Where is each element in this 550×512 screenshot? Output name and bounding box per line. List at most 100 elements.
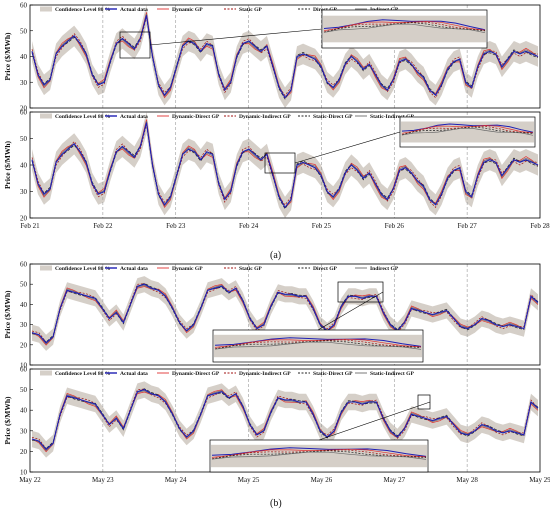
x-tick-label: May 25: [238, 476, 260, 484]
y-tick-label: 30: [20, 427, 28, 435]
legend-label: Dynamic-Direct GP: [172, 114, 220, 120]
x-tick-label: May 27: [383, 476, 405, 484]
x-tick-label: Feb 26: [385, 222, 405, 230]
y-tick-label: 50: [20, 135, 28, 143]
zoom-series-4: [401, 127, 534, 136]
series-actual-data: [31, 389, 539, 451]
y-tick-label: 40: [20, 301, 28, 309]
legend-label: Dynamic-Direct GP: [172, 371, 220, 377]
model-series-1: [31, 17, 539, 99]
y-tick-label: 40: [20, 407, 28, 415]
caption-b: (b): [270, 498, 282, 509]
zoom-series-4: [211, 451, 427, 460]
zoom-series-1: [401, 125, 534, 134]
x-tick-label: Feb 21: [20, 222, 40, 230]
x-tick-label: May 26: [311, 476, 333, 484]
confidence-band: [32, 276, 538, 351]
legend-label: Actual data: [120, 114, 148, 120]
legend-label: Confidence Level 80 %: [55, 371, 111, 377]
y-tick-label: 60: [20, 109, 28, 117]
chart-panel-b-top: 10 20 30 40 50 60 Price ($/MWh) Confidence Leve…: [3, 261, 541, 370]
x-tick-label: May 28: [456, 476, 478, 484]
legend-label: Static GP: [239, 7, 262, 13]
series-actual-data: [31, 122, 539, 209]
zoom-series-4: [323, 23, 486, 34]
caption-a: (a): [270, 250, 281, 261]
panels: 20 30 40 50 60 Price ($/MWh) Confidence Level …: [3, 2, 550, 485]
zoom-connector: [149, 28, 323, 46]
zoom-series-4: [214, 341, 422, 350]
legend-label: Actual data: [120, 7, 148, 13]
zoom-series-1: [211, 448, 427, 458]
legend-label: Actual data: [120, 266, 148, 272]
legend: Confidence Level 80 % Actual data Dynamic …: [40, 265, 399, 272]
y-tick-label: 30: [20, 188, 28, 196]
zoom-inset: [209, 439, 429, 473]
legend-label: Static-Indirect GP: [370, 114, 414, 120]
legend: Confidence Level 80 % Actual data Dynamic-…: [40, 113, 414, 120]
y-tick-label: 30: [20, 321, 28, 329]
y-tick-label: 50: [20, 386, 28, 394]
confidence-band: [32, 381, 538, 458]
zoom-inset: [212, 329, 424, 363]
legend-swatch: [40, 370, 52, 376]
chart-panel-a-top: 20 30 40 50 60 Price ($/MWh) Confidence Level …: [3, 2, 541, 113]
legend-label: Direct GP: [313, 266, 338, 272]
zoom-series-1: [323, 20, 486, 32]
x-tick-label: Feb 22: [93, 222, 113, 230]
legend-label: Actual data: [120, 371, 148, 377]
zoom-connector: [318, 401, 431, 441]
legend-label: Dynamic-Indirect GP: [239, 371, 291, 377]
y-tick-label: 30: [20, 79, 28, 87]
zoom-series-3: [323, 22, 486, 33]
legend-label: Dynamic GP: [172, 7, 203, 13]
legend-label: Static-Indirect GP: [370, 371, 414, 377]
legend-label: Static-Direct GP: [313, 114, 353, 120]
y-tick-label: 20: [20, 105, 28, 113]
y-tick-label: 60: [20, 366, 28, 374]
y-axis-label: Price ($/MWh): [3, 32, 12, 81]
legend-label: Indirect GP: [370, 266, 399, 272]
zoom-inset: [321, 9, 488, 49]
zoom-series-2: [401, 125, 534, 135]
y-axis-label: Price ($/MWh): [3, 396, 12, 445]
x-tick-label: Feb 27: [458, 222, 478, 230]
y-tick-label: 10: [20, 469, 28, 477]
zoom-series-2: [214, 339, 422, 350]
y-axis-label: Price ($/MWh): [3, 140, 12, 189]
model-series-1: [31, 124, 539, 208]
model-series-0: [31, 389, 539, 453]
legend-swatch: [40, 6, 52, 12]
legend: Confidence Level 80 % Actual data Dynamic-…: [40, 370, 414, 377]
y-tick-label: 40: [20, 162, 28, 170]
y-tick-label: 60: [20, 2, 28, 10]
x-tick-label: May 24: [165, 476, 187, 484]
zoom-series-2: [211, 449, 427, 460]
y-tick-label: 20: [20, 215, 28, 223]
model-series-1: [31, 388, 539, 450]
plot-frame: [29, 263, 541, 366]
x-tick-label: Feb 25: [312, 222, 332, 230]
legend-label: Confidence Level 80 %: [55, 266, 111, 272]
zoom-series-1: [214, 338, 422, 348]
x-tick-label: Feb 28: [530, 222, 550, 230]
y-tick-label: 50: [20, 281, 28, 289]
x-tick-label: Feb 24: [239, 222, 259, 230]
zoom-connector: [317, 291, 384, 331]
legend-label: Static-Direct GP: [313, 371, 353, 377]
y-tick-label: 10: [20, 362, 28, 370]
legend-label: Dynamic-Indirect GP: [239, 114, 291, 120]
series-actual-data: [31, 15, 539, 99]
chart-panel-a-bottom: 20 30 40 50 60 Price ($/MWh) Feb 21 Feb 22 Feb 2…: [3, 109, 550, 231]
series-actual-data: [31, 283, 539, 344]
y-axis-label: Price ($/MWh): [3, 290, 12, 339]
x-tick-label: May 29: [529, 476, 550, 484]
x-tick-label: May 23: [92, 476, 114, 484]
y-tick-label: 20: [20, 341, 28, 349]
legend-swatch: [40, 265, 52, 271]
chart-panel-b-bottom: 10 20 30 40 50 60 Price ($/MWh) May 22 May 23 May…: [3, 366, 550, 485]
legend-label: Confidence Level 80 %: [55, 114, 111, 120]
x-tick-label: May 22: [19, 476, 41, 484]
